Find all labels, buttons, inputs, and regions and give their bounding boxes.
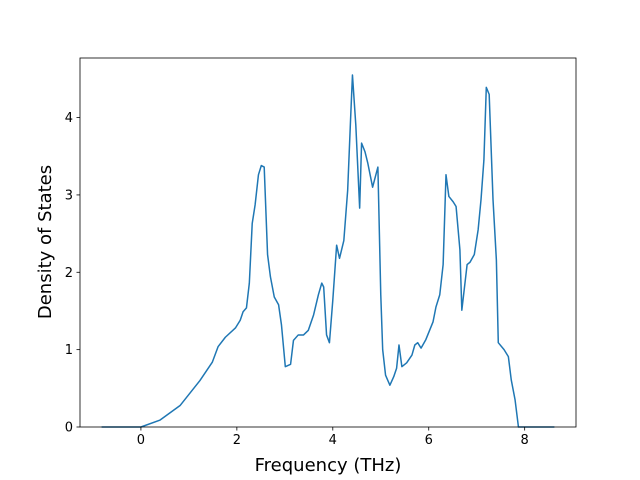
y-tick-label: 1 [65,343,73,358]
x-tick-label: 6 [425,433,433,448]
x-tick-label: 2 [233,433,241,448]
line [101,74,555,428]
x-tick-label: 8 [521,433,529,448]
y-tick-label: 4 [65,111,73,126]
y-tick-label: 3 [65,188,73,203]
plot-frame [79,57,577,428]
y-tick-label: 2 [65,266,73,281]
y-axis-label: Density of States [35,165,56,319]
x-tick-label: 0 [137,433,145,448]
y-tick-label: 0 [65,421,73,436]
x-tick-label: 4 [329,433,337,448]
x-axis-label: Frequency (THz) [255,455,402,476]
